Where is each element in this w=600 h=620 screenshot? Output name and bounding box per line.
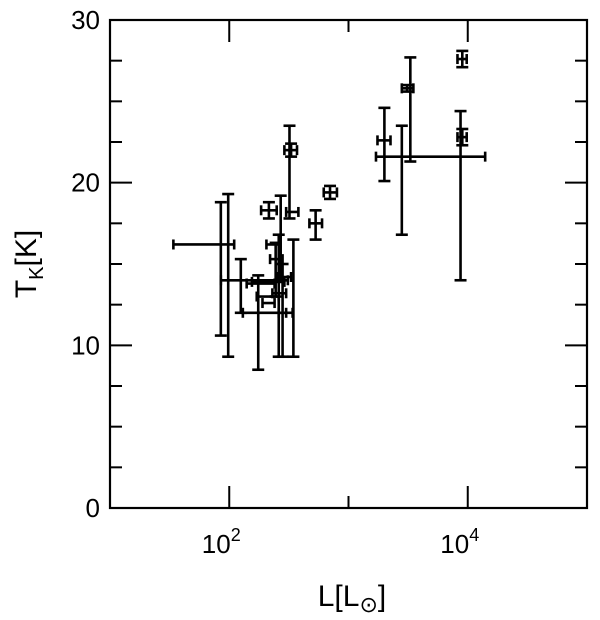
axis-titles: L[L⊙] TK[K] bbox=[10, 230, 386, 617]
data-point bbox=[234, 257, 247, 315]
tick-labels: 0 10 20 30 102 104 bbox=[71, 5, 479, 559]
data-point bbox=[454, 109, 467, 282]
y-tick-label: 0 bbox=[86, 493, 100, 523]
data-point bbox=[274, 194, 287, 282]
data-point bbox=[287, 238, 300, 359]
data-point bbox=[283, 142, 299, 158]
y-tick-label: 10 bbox=[71, 330, 100, 360]
plot-frame bbox=[108, 18, 589, 510]
data-point bbox=[374, 151, 487, 162]
data-point bbox=[283, 124, 296, 220]
data-point bbox=[456, 127, 469, 147]
data-point bbox=[261, 298, 276, 309]
x-tick-label: 102 bbox=[202, 525, 241, 559]
data-point bbox=[376, 106, 392, 183]
data-point bbox=[456, 49, 469, 69]
x-axis-title: L[L⊙] bbox=[318, 580, 387, 617]
y-tick-label: 20 bbox=[71, 168, 100, 198]
x-tick-label: 104 bbox=[440, 525, 479, 559]
y-axis-title: TK[K] bbox=[10, 230, 48, 298]
data-point bbox=[395, 124, 408, 237]
data-point bbox=[222, 192, 235, 359]
data-point bbox=[214, 200, 227, 337]
axis-ticks bbox=[109, 19, 588, 509]
data-point bbox=[322, 184, 339, 201]
data-point bbox=[308, 209, 324, 241]
data-point bbox=[259, 200, 279, 220]
data-point bbox=[284, 206, 300, 217]
data-point bbox=[252, 274, 265, 372]
y-tick-label: 30 bbox=[71, 5, 100, 35]
data-point bbox=[172, 239, 236, 250]
data-point bbox=[404, 56, 417, 163]
axes bbox=[108, 18, 589, 510]
data-points bbox=[172, 49, 487, 372]
